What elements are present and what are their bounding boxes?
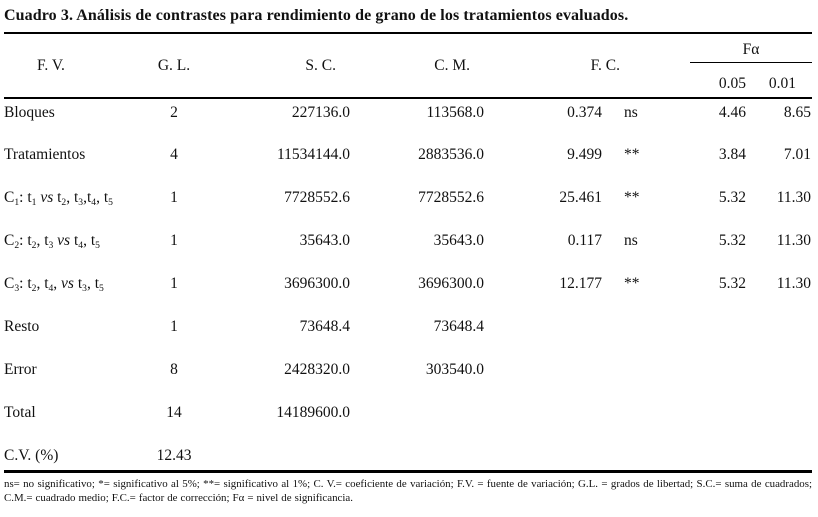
cell-f-critical-005: 3.84	[718, 146, 746, 163]
cell-source-of-variation: Tratamientos	[4, 146, 86, 163]
cell-significance	[606, 399, 664, 442]
cell-sum-of-squares	[204, 442, 354, 471]
cell-source-of-variation: Total	[4, 404, 36, 421]
cell-df: 2	[170, 104, 178, 121]
cell-mean-square: 3696300.0	[418, 275, 484, 292]
document-page: Cuadro 3. Análisis de contrastes para re…	[0, 7, 818, 506]
cell-f-value: 25.461	[559, 189, 602, 206]
cell-df: 14	[166, 404, 182, 421]
cell-f-critical-005	[664, 399, 750, 442]
cell-significance: ns	[624, 104, 638, 121]
cell-sum-of-squares: 14189600.0	[276, 404, 350, 421]
column-header-fv: F. V.	[37, 56, 65, 74]
cell-mean-square: 7728552.6	[418, 189, 484, 206]
cell-mean-square: 2883536.0	[418, 146, 484, 163]
cell-df: 1	[170, 232, 178, 249]
column-header-alpha-005: 0.05	[718, 74, 746, 92]
table-row: Resto 1 73648.4 73648.4	[4, 313, 812, 356]
table-row: C.V. (%) 12.43	[4, 442, 812, 471]
table-footnote: ns= no significativo; *= significativo a…	[4, 477, 812, 505]
cell-df: 1	[170, 318, 178, 335]
cell-f-critical-005	[664, 356, 750, 399]
cell-df: 12.43	[156, 447, 192, 464]
table-caption: Cuadro 3. Análisis de contrastes para re…	[4, 7, 629, 24]
cell-significance: **	[624, 189, 640, 206]
cell-f-critical-005	[664, 313, 750, 356]
cell-f-value	[488, 356, 606, 399]
cell-significance: **	[624, 275, 640, 292]
cell-source-of-variation: Resto	[4, 318, 40, 335]
cell-sum-of-squares: 35643.0	[299, 232, 350, 249]
cell-f-value: 9.499	[567, 146, 602, 163]
cell-significance: ns	[624, 232, 638, 249]
cell-sum-of-squares: 7728552.6	[284, 189, 350, 206]
cell-significance: **	[624, 146, 640, 163]
column-header-alpha-001: 0.01	[768, 74, 796, 92]
table-row: C2: t2, t3 vs t4, t5 1 35643.0 35643.0 0.117…	[4, 227, 812, 270]
column-header-cm: C. M.	[434, 56, 470, 74]
cell-source-of-variation: Bloques	[4, 104, 55, 121]
cell-f-critical-001: 11.30	[776, 275, 811, 292]
cell-f-critical-001	[750, 442, 812, 471]
cell-f-critical-005: 5.32	[718, 232, 746, 249]
cell-source-of-variation: C.V. (%)	[4, 447, 59, 464]
cell-f-value: 0.117	[567, 232, 602, 249]
column-header-sc: S. C.	[305, 56, 336, 74]
column-header-gl: G. L.	[157, 56, 191, 74]
cell-df: 4	[170, 146, 178, 163]
cell-mean-square	[354, 442, 488, 471]
cell-f-value	[488, 442, 606, 471]
cell-df: 1	[170, 275, 178, 292]
table-header: F. V. G. L. S. C. C. M. F. C. Fα 0.05 0.…	[4, 33, 812, 98]
table-row: Tratamientos 4 11534144.0 2883536.0 9.499 ** 3…	[4, 141, 812, 184]
cell-f-critical-005: 5.32	[718, 189, 746, 206]
cell-mean-square: 303540.0	[425, 361, 484, 378]
cell-f-value: 12.177	[559, 275, 602, 292]
table-row: C3: t2, t4, vs t3, t5 1 3696300.0 3696300.0…	[4, 270, 812, 313]
cell-f-value: 0.374	[567, 104, 602, 121]
table-row: Total 14 14189600.0	[4, 399, 812, 442]
cell-f-critical-001: 11.30	[776, 189, 811, 206]
column-header-falpha: Fα	[664, 33, 812, 70]
cell-f-critical-001	[750, 399, 812, 442]
column-header-fc: F. C.	[590, 56, 620, 74]
cell-f-critical-001: 11.30	[776, 232, 811, 249]
cell-f-value	[488, 313, 606, 356]
cell-mean-square: 35643.0	[433, 232, 484, 249]
cell-sum-of-squares: 11534144.0	[276, 146, 350, 163]
anova-contrast-table: F. V. G. L. S. C. C. M. F. C. Fα 0.05 0.…	[4, 32, 812, 473]
cell-f-critical-005: 5.32	[718, 275, 746, 292]
cell-f-value	[488, 399, 606, 442]
table-row: Error 8 2428320.0 303540.0	[4, 356, 812, 399]
cell-f-critical-001	[750, 356, 812, 399]
cell-source-of-variation: C1: t1 vs t2, t3,t4, t5	[4, 189, 113, 208]
cell-f-critical-001	[750, 313, 812, 356]
cell-mean-square	[354, 399, 488, 442]
table-row: Bloques 2 227136.0 113568.0 0.374 ns 4.46 8.65	[4, 98, 812, 141]
cell-f-critical-001: 8.65	[783, 104, 811, 121]
cell-df: 8	[170, 361, 178, 378]
cell-source-of-variation: C3: t2, t4, vs t3, t5	[4, 275, 104, 294]
cell-mean-square: 113568.0	[426, 104, 484, 121]
cell-f-critical-001: 7.01	[783, 146, 811, 163]
cell-sum-of-squares: 73648.4	[299, 318, 350, 335]
cell-sum-of-squares: 227136.0	[291, 104, 350, 121]
cell-sum-of-squares: 3696300.0	[284, 275, 350, 292]
cell-significance	[606, 313, 664, 356]
cell-f-critical-005	[664, 442, 750, 471]
cell-source-of-variation: C2: t2, t3 vs t4, t5	[4, 232, 100, 251]
table-row: C1: t1 vs t2, t3,t4, t5 1 7728552.6 7728552…	[4, 184, 812, 227]
cell-f-critical-005: 4.46	[718, 104, 746, 121]
cell-significance	[606, 442, 664, 471]
falpha-label: Fα	[690, 41, 812, 63]
cell-significance	[606, 356, 664, 399]
cell-sum-of-squares: 2428320.0	[284, 361, 350, 378]
cell-df: 1	[170, 189, 178, 206]
cell-source-of-variation: Error	[4, 361, 37, 378]
table-body: Bloques 2 227136.0 113568.0 0.374 ns 4.46 8.65 T…	[4, 98, 812, 471]
cell-mean-square: 73648.4	[433, 318, 484, 335]
